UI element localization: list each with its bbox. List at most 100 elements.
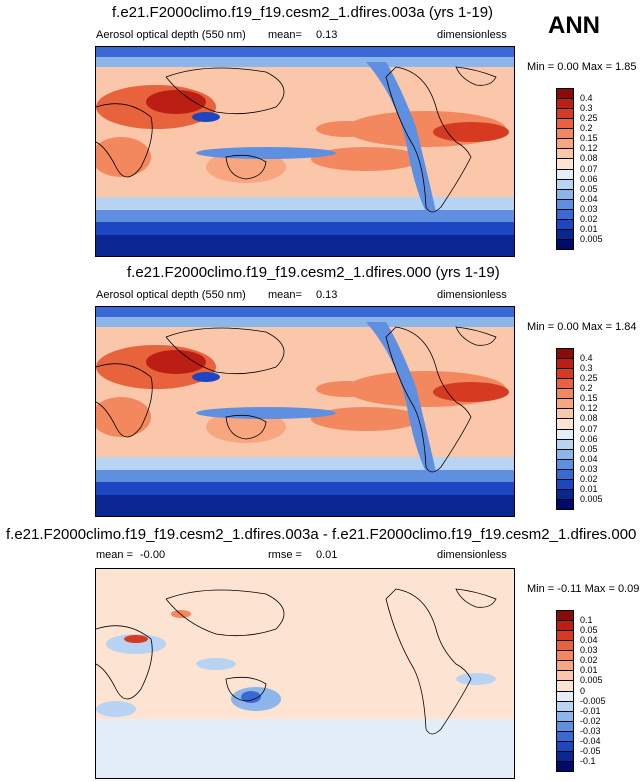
colorbar-swatch bbox=[556, 620, 574, 631]
colorbar-label: 0.06 bbox=[580, 433, 598, 444]
colorbar-swatch bbox=[556, 660, 574, 671]
colorbar-swatch bbox=[556, 238, 574, 250]
colorbar-swatch bbox=[556, 670, 574, 681]
colorbar-label: 0.3 bbox=[580, 363, 593, 374]
panel3-map bbox=[95, 568, 515, 779]
colorbar-swatch bbox=[556, 730, 574, 742]
panel2-max-value: 1.84 bbox=[615, 321, 637, 333]
colorbar-swatch bbox=[556, 228, 574, 240]
colorbar-swatch bbox=[556, 188, 574, 200]
colorbar-swatch bbox=[556, 388, 574, 399]
colorbar-swatch bbox=[556, 368, 574, 379]
colorbar-swatch bbox=[556, 720, 574, 732]
panel1-min-label: Min = bbox=[527, 61, 555, 73]
colorbar-label: -0.04 bbox=[580, 735, 601, 746]
panel2-map bbox=[95, 306, 515, 517]
colorbar-swatch bbox=[556, 760, 574, 772]
colorbar-swatch bbox=[556, 710, 574, 722]
colorbar-swatch bbox=[556, 680, 574, 691]
colorbar-swatch bbox=[556, 690, 574, 702]
colorbar-label: 0.07 bbox=[580, 423, 598, 434]
colorbar-swatch bbox=[556, 118, 574, 129]
colorbar-label: 0.4 bbox=[580, 93, 593, 104]
colorbar-label: 0.04 bbox=[580, 635, 598, 646]
panel2-variable: Aerosol optical depth (550 nm) bbox=[96, 289, 246, 301]
colorbar-swatch bbox=[556, 408, 574, 419]
colorbar-swatch bbox=[556, 478, 574, 490]
colorbar-label: 0.04 bbox=[580, 193, 598, 204]
colorbar-label: 0.2 bbox=[580, 383, 593, 394]
colorbar-label: 0.15 bbox=[580, 133, 598, 144]
colorbar-label: 0.03 bbox=[580, 463, 598, 474]
colorbar-swatch bbox=[556, 750, 574, 762]
colorbar-label: 0.03 bbox=[580, 645, 598, 656]
colorbar-label: 0.15 bbox=[580, 393, 598, 404]
colorbar-swatch bbox=[556, 630, 574, 641]
colorbar-swatch bbox=[556, 158, 574, 169]
colorbar-swatch bbox=[556, 108, 574, 119]
colorbar-label: 0.2 bbox=[580, 123, 593, 134]
colorbar-swatch bbox=[556, 418, 574, 429]
colorbar-label: 0.02 bbox=[580, 655, 598, 666]
panel1-colorbar: 0.4 0.3 0.25 0.2 0.15 0.12 0.08 0.07 0.06 0.05 0.0… bbox=[556, 88, 616, 250]
panel2-minmax: Min = 0.00 Max = 1.84 bbox=[527, 321, 637, 333]
colorbar-swatch bbox=[556, 650, 574, 661]
panel1-variable: Aerosol optical depth (550 nm) bbox=[96, 29, 246, 41]
colorbar-swatch bbox=[556, 458, 574, 470]
panel3-min-label: Min = bbox=[527, 583, 555, 595]
panel3-min-value: -0.11 bbox=[557, 583, 582, 595]
colorbar-swatch bbox=[556, 98, 574, 109]
panel2-max-label: Max = bbox=[581, 321, 613, 333]
colorbar-swatch bbox=[556, 378, 574, 389]
panel2-mean-label: mean= bbox=[268, 289, 302, 301]
colorbar-swatch bbox=[556, 398, 574, 409]
panel3-units: dimensionless bbox=[437, 549, 507, 561]
colorbar-label: 0.08 bbox=[580, 153, 598, 164]
colorbar-label: 0.1 bbox=[580, 615, 593, 626]
colorbar-swatch bbox=[556, 498, 574, 510]
colorbar-label: 0.05 bbox=[580, 183, 598, 194]
colorbar-swatch bbox=[556, 428, 574, 440]
colorbar-swatch bbox=[556, 448, 574, 460]
panel3-rmse-value: 0.01 bbox=[316, 549, 338, 561]
colorbar-label: -0.02 bbox=[580, 715, 601, 726]
colorbar-label: 0.005 bbox=[580, 493, 603, 504]
panel2-mean-value: 0.13 bbox=[316, 289, 338, 301]
panel1-minmax: Min = 0.00 Max = 1.85 bbox=[527, 61, 637, 73]
panel3-colorbar: 0.1 0.05 0.04 0.03 0.02 0.01 0.005 0 -0.005 -0.01… bbox=[556, 610, 616, 772]
colorbar-label: 0.01 bbox=[580, 665, 598, 676]
colorbar-label: 0.05 bbox=[580, 443, 598, 454]
panel2-units: dimensionless bbox=[437, 289, 507, 301]
colorbar-swatch bbox=[556, 218, 574, 230]
colorbar-label: 0.005 bbox=[580, 675, 603, 686]
colorbar-label: 0.25 bbox=[580, 373, 598, 384]
colorbar-swatch bbox=[556, 740, 574, 752]
colorbar-label: 0.01 bbox=[580, 483, 598, 494]
colorbar-label: -0.03 bbox=[580, 725, 601, 736]
colorbar-swatch bbox=[556, 148, 574, 159]
colorbar-label: 0.03 bbox=[580, 203, 598, 214]
colorbar-swatch bbox=[556, 640, 574, 651]
colorbar-label: 0.12 bbox=[580, 403, 598, 414]
colorbar-swatch bbox=[556, 700, 574, 712]
colorbar-label: 0.04 bbox=[580, 453, 598, 464]
panel3-max-value: 0.09 bbox=[617, 583, 640, 595]
panel1-min-value: 0.00 bbox=[557, 61, 579, 73]
panel3-mean-value: -0.00 bbox=[140, 549, 166, 561]
colorbar-swatch bbox=[556, 208, 574, 220]
colorbar-swatch bbox=[556, 128, 574, 139]
panel3-mean-label: mean = bbox=[96, 549, 133, 561]
colorbar-swatch bbox=[556, 178, 574, 190]
colorbar-label: 0.02 bbox=[580, 213, 598, 224]
colorbar-label: 0.12 bbox=[580, 143, 598, 154]
panel3-minmax: Min = -0.11 Max = 0.09 bbox=[527, 583, 639, 595]
panel1-mean-value: 0.13 bbox=[316, 29, 338, 41]
colorbar-swatch bbox=[556, 88, 574, 99]
colorbar-swatch bbox=[556, 358, 574, 369]
colorbar-label: -0.05 bbox=[580, 745, 601, 756]
panel1-title: f.e21.F2000climo.f19_f19.cesm2_1.dfires.… bbox=[112, 4, 494, 21]
panel2-title: f.e21.F2000climo.f19_f19.cesm2_1.dfires.… bbox=[127, 264, 500, 281]
panel1-max-value: 1.85 bbox=[615, 61, 637, 73]
season-label: ANN bbox=[548, 12, 600, 39]
panel1-max-label: Max = bbox=[581, 61, 613, 73]
